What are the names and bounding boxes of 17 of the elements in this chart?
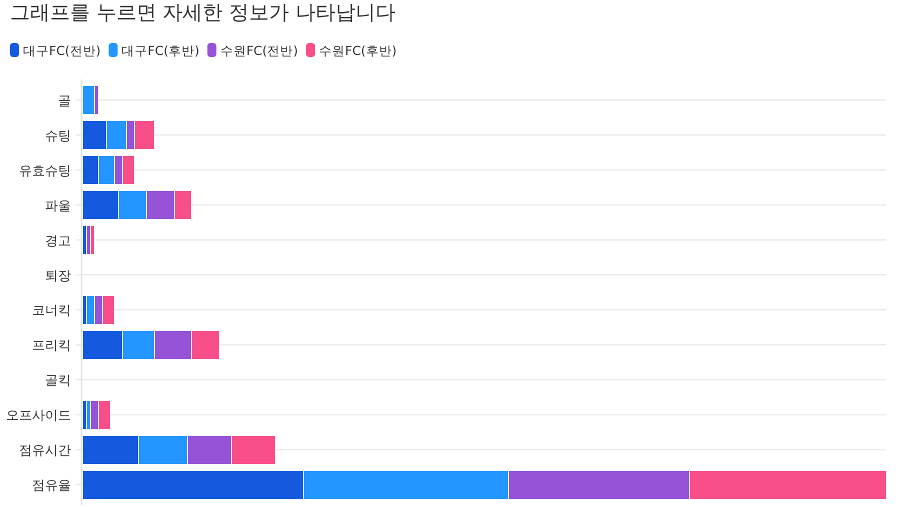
title: 그래프를 누르면 자세한 정보가 나타납니다 — [10, 0, 396, 24]
y-tick-label: 퇴장 — [45, 268, 71, 284]
y-tick-label: 골킥 — [45, 374, 71, 389]
y-tick-label: 점유시간 — [19, 444, 71, 459]
legend-label: 수원FC(전반) — [220, 43, 298, 58]
y-tick-label: 슈팅 — [45, 128, 71, 144]
y-tick-label: 경고 — [45, 234, 71, 249]
legend-label: 수원FC(후반) — [319, 43, 397, 58]
legend-label: 대구FC(후반) — [122, 43, 200, 58]
y-tick-label: 파울 — [45, 198, 71, 214]
y-tick-label: 유효슈팅 — [19, 164, 71, 179]
y-tick-label: 코너킥 — [32, 304, 71, 319]
legend-label: 대구FC(전반) — [23, 43, 101, 58]
y-tick-label: 점유율 — [32, 478, 71, 494]
y-tick-label: 골 — [58, 94, 71, 109]
y-tick-label: 프리킥 — [32, 338, 71, 354]
y-tick-label: 오프사이드 — [6, 408, 71, 424]
